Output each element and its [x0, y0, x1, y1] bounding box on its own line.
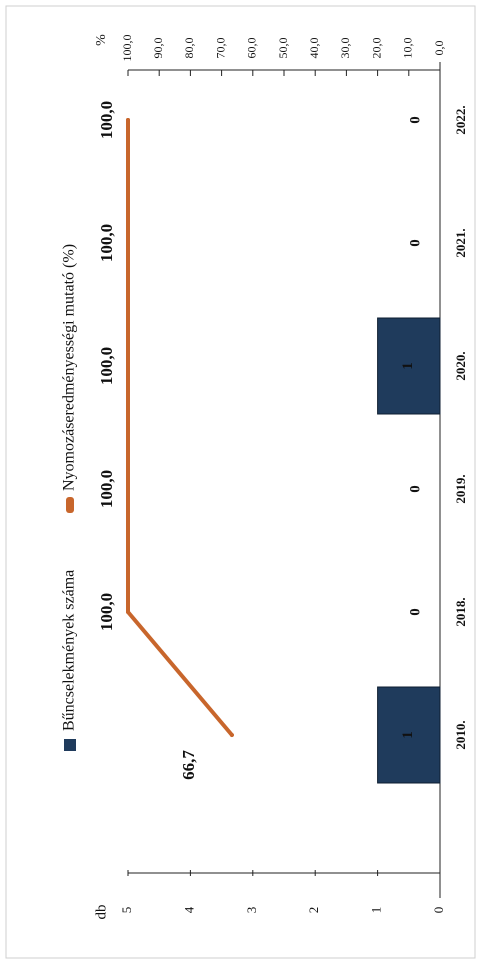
left-axis-tick-label: 2	[306, 907, 321, 914]
bar	[377, 686, 441, 784]
right-axis-title: %	[94, 34, 109, 46]
line-point	[126, 364, 130, 368]
category-label: 2021.	[453, 228, 468, 257]
line-point	[126, 610, 130, 614]
right-axis-tick-label: 10,0	[401, 38, 415, 59]
line-value-label: 100,0	[97, 347, 116, 385]
category-label: 2020.	[453, 351, 468, 380]
category-label: 2019.	[453, 474, 468, 503]
left-axis-title: db	[93, 905, 109, 920]
line-value-label: 100,0	[97, 224, 116, 262]
bar-value-label: 1	[400, 362, 416, 370]
right-axis-tick-label: 70,0	[213, 38, 227, 59]
right-axis-tick-label: 80,0	[182, 38, 196, 59]
bar-value-label: 0	[407, 239, 423, 247]
right-axis-tick-label: 0,0	[432, 41, 446, 56]
left-axis-tick-label: 3	[244, 907, 259, 914]
line-value-label: 100,0	[97, 593, 116, 631]
right-axis-tick-label: 40,0	[307, 38, 321, 59]
right-axis-tick-label: 60,0	[245, 37, 259, 58]
legend-swatch-line	[66, 497, 74, 513]
left-axis-tick-label: 4	[181, 906, 196, 913]
left-axis-tick-label: 0	[431, 907, 446, 914]
category-label: 2010.	[453, 720, 468, 749]
line-point	[126, 241, 130, 245]
right-axis-tick-label: 20,0	[369, 38, 383, 59]
line-value-label: 100,0	[97, 101, 116, 139]
line-value-label: 66,7	[179, 750, 198, 780]
line-point	[229, 733, 234, 737]
legend-label-line: Nyomozáseredményességi mutató (%)	[61, 244, 78, 491]
bar-value-label: 0	[407, 116, 423, 124]
category-label: 2018.	[453, 597, 468, 626]
bar-value-label: 0	[407, 485, 423, 493]
bar-value-label: 0	[407, 608, 423, 616]
bar-value-label: 1	[400, 731, 416, 739]
legend-swatch-bars	[64, 739, 76, 751]
left-axis-tick-label: 5	[119, 907, 134, 914]
right-axis-tick-label: 100,0	[120, 35, 134, 62]
right-axis-tick-label: 50,0	[276, 38, 290, 59]
right-axis-tick-label: 90,0	[151, 38, 165, 59]
line-point	[126, 118, 130, 122]
category-label: 2022.	[453, 105, 468, 134]
bar	[377, 317, 441, 415]
legend-label-bars: Bűncselekmények száma	[61, 570, 78, 731]
line-point	[126, 487, 130, 491]
right-axis-tick-label: 30,0	[338, 38, 352, 59]
plot-area: 0 1 2 3 4 5 db 0,0 10,0 20,0 30,0 40,0 50,0 60,0 70,0 8…	[61, 34, 468, 920]
chart-border	[5, 5, 476, 959]
line-series	[126, 118, 234, 737]
left-axis-tick-label: 1	[369, 907, 384, 914]
line-value-label: 100,0	[97, 470, 116, 508]
